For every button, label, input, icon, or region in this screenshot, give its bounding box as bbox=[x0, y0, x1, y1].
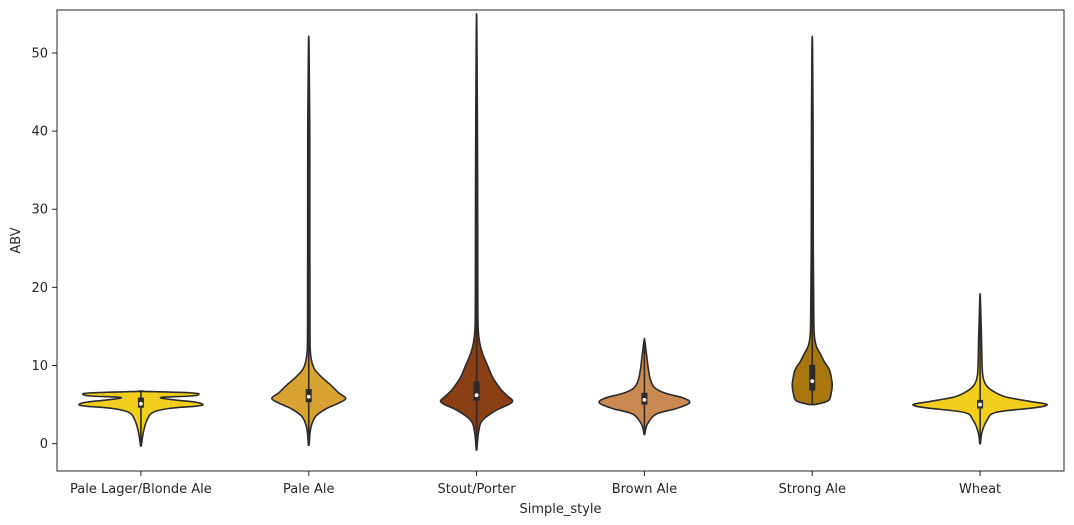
plot-frame bbox=[56, 9, 1065, 472]
x-tick-label: Strong Ale bbox=[779, 482, 847, 497]
y-tick-label: 10 bbox=[31, 359, 48, 374]
y-axis: 0 10 20 30 40 50 bbox=[31, 46, 57, 452]
violin-4 bbox=[791, 35, 834, 406]
violin-5 bbox=[912, 292, 1048, 445]
y-tick-label: 40 bbox=[31, 125, 48, 140]
plot-area bbox=[78, 12, 1048, 451]
x-axis: Pale Lager/Blonde Ale Pale Ale Stout/Porte… bbox=[70, 471, 1001, 497]
violin-1 bbox=[270, 35, 347, 447]
y-tick-label: 20 bbox=[31, 281, 48, 296]
violin-median-dot bbox=[810, 379, 815, 384]
y-axis-label: ABV bbox=[9, 227, 24, 253]
y-tick-label: 0 bbox=[40, 437, 48, 452]
x-axis-label: Simple_style bbox=[519, 502, 601, 517]
violin-0 bbox=[78, 390, 204, 447]
x-tick-label: Brown Ale bbox=[612, 482, 677, 497]
x-tick-label: Pale Ale bbox=[283, 482, 334, 497]
y-tick-label: 30 bbox=[31, 203, 48, 218]
violin-3 bbox=[598, 337, 691, 436]
violin-median-dot bbox=[306, 394, 311, 399]
violin-median-dot bbox=[139, 401, 143, 406]
violin-median-dot bbox=[474, 393, 479, 398]
x-tick-label: Pale Lager/Blonde Ale bbox=[70, 482, 212, 497]
x-tick-label: Stout/Porter bbox=[438, 482, 517, 497]
violin-median-dot bbox=[978, 402, 982, 407]
y-tick-label: 50 bbox=[31, 46, 48, 61]
x-tick-label: Wheat bbox=[959, 482, 1001, 497]
violin-2 bbox=[439, 12, 514, 451]
violin-median-dot bbox=[642, 397, 647, 402]
